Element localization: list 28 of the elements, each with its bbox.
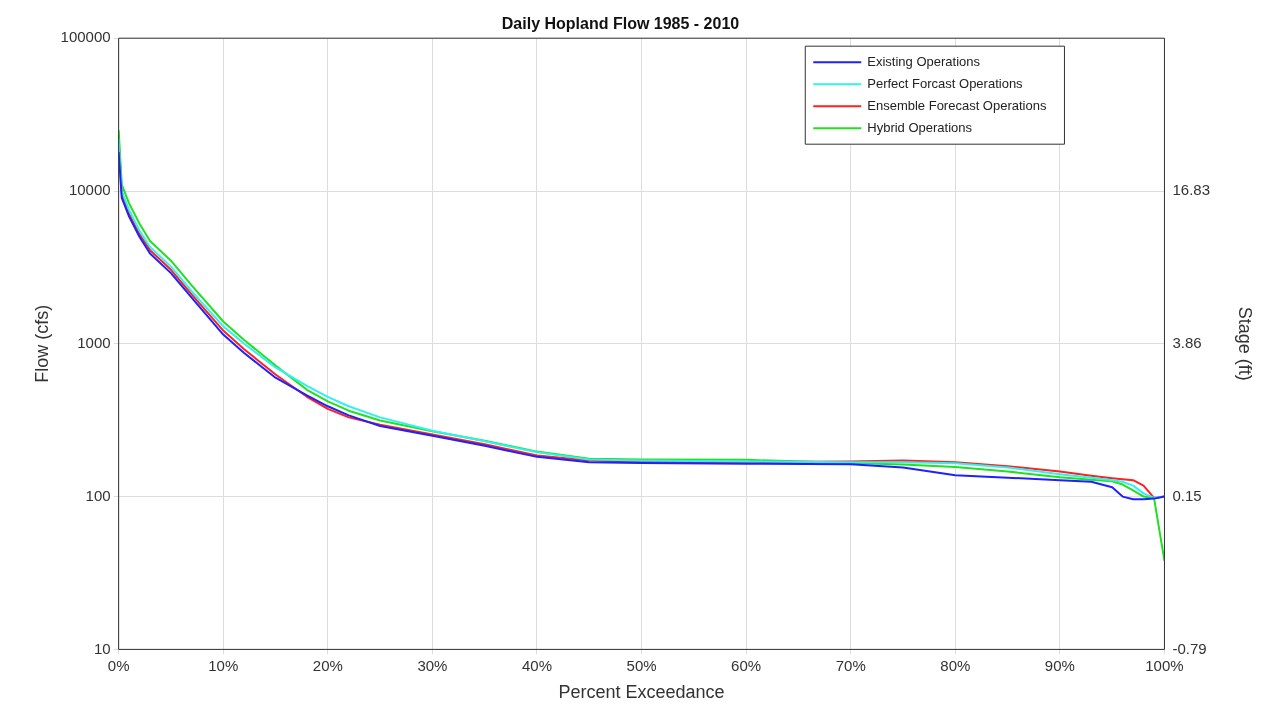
y-tick-label: 100 xyxy=(85,486,111,504)
y-tick-label: 10000 xyxy=(68,181,111,199)
chart-title: Daily Hopland Flow 1985 - 2010 xyxy=(501,15,740,33)
category-label: 16.83 xyxy=(1172,181,1211,199)
x-tick-label: 90% xyxy=(1044,656,1075,674)
legend-label: Existing Operations xyxy=(867,53,981,69)
y-axis-title: Flow (cfs) xyxy=(31,304,52,383)
legend-label: Ensemble Forecast Operations xyxy=(867,97,1047,113)
category-label: 0.15 xyxy=(1172,486,1202,504)
x-tick-label: 60% xyxy=(731,656,762,674)
y-tick-label: 1000 xyxy=(77,333,111,351)
category-label: 3.86 xyxy=(1172,333,1202,351)
x-axis-title: Percent Exceedance xyxy=(558,682,725,703)
y-tick-label: 100000 xyxy=(60,28,111,46)
x-tick-label: 80% xyxy=(940,656,971,674)
x-tick-label: 100% xyxy=(1145,656,1184,674)
y-tick-label: 10 xyxy=(93,639,111,657)
x-tick-label: 0% xyxy=(107,656,130,674)
x-tick-label: 50% xyxy=(626,656,657,674)
x-tick-label: 40% xyxy=(521,656,552,674)
x-tick-label: 70% xyxy=(835,656,866,674)
x-tick-label: 30% xyxy=(417,656,448,674)
x-tick-label: 20% xyxy=(312,656,343,674)
y2-axis-title: Stage (ft) xyxy=(1235,306,1256,381)
legend-label: Perfect Forcast Operations xyxy=(867,75,1024,91)
x-tick-label: 10% xyxy=(208,656,239,674)
category-label: -0.79 xyxy=(1172,639,1207,657)
legend-label: Hybrid Operations xyxy=(867,119,973,135)
